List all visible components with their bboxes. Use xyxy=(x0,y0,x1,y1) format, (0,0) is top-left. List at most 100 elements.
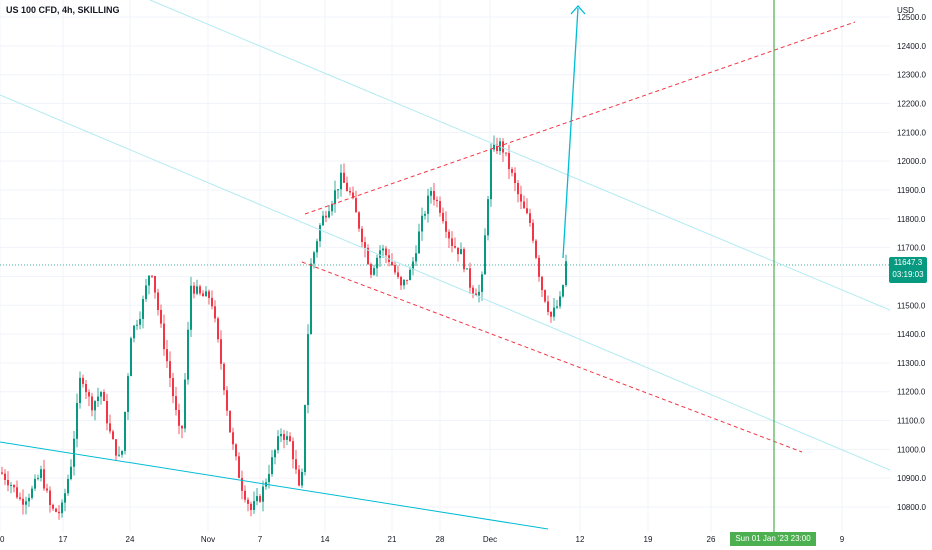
candle-down xyxy=(448,231,450,239)
candle-up xyxy=(382,248,384,251)
candle-up xyxy=(67,479,69,494)
candle-up xyxy=(277,436,279,451)
candle-down xyxy=(259,496,261,502)
candlestick-series xyxy=(1,135,567,520)
candle-down xyxy=(232,432,234,445)
price-tick-label: 12100.0 xyxy=(897,128,926,137)
candle-down xyxy=(439,201,441,213)
candle-up xyxy=(256,496,258,502)
candle-down xyxy=(46,488,48,491)
candle-up xyxy=(373,268,375,275)
candle-down xyxy=(544,290,546,302)
time-tick-label: 21 xyxy=(388,535,397,544)
candle-down xyxy=(214,306,216,319)
candle-down xyxy=(349,191,351,193)
candle-up xyxy=(37,477,39,479)
candle-down xyxy=(445,221,447,232)
time-axis-ticks: 10 17 24 Nov 7 14 21 28 Dec 12 19 26 9 xyxy=(0,535,845,544)
candle-down xyxy=(454,246,456,248)
candle-down xyxy=(436,199,438,202)
time-tick-label: 12 xyxy=(576,535,585,544)
time-tick-label: 17 xyxy=(59,535,68,544)
candle-up xyxy=(61,502,63,514)
candle-down xyxy=(211,297,213,307)
candle-up xyxy=(409,269,411,281)
candle-up xyxy=(262,486,264,502)
candle-down xyxy=(397,272,399,277)
candle-down xyxy=(49,490,51,505)
candle-down xyxy=(469,268,471,288)
symbol-title[interactable]: US 100 CFD, 4h, SKILLING xyxy=(6,5,120,15)
time-tick-label: Dec xyxy=(483,535,497,544)
candle-up xyxy=(481,274,483,292)
candle-up xyxy=(556,306,558,308)
candle-down xyxy=(58,511,60,514)
candle-down xyxy=(451,238,453,247)
time-tick-label: 10 xyxy=(0,535,5,544)
price-tick-label: 12200.0 xyxy=(897,100,926,109)
candle-down xyxy=(508,153,510,170)
candle-down xyxy=(112,431,114,440)
candle-down xyxy=(172,378,174,397)
candle-down xyxy=(505,152,507,154)
price-tick-label: 12500.0 xyxy=(897,13,926,22)
candle-down xyxy=(361,228,363,243)
candle-down xyxy=(298,469,300,486)
candle-down xyxy=(400,276,402,286)
candle-down xyxy=(442,212,444,222)
candle-down xyxy=(370,264,372,275)
candle-down xyxy=(538,257,540,277)
candle-up xyxy=(190,285,192,330)
candle-up xyxy=(340,172,342,190)
candle-down xyxy=(529,213,531,223)
candle-down xyxy=(358,212,360,229)
candle-up xyxy=(280,433,282,437)
candle-up xyxy=(466,268,468,270)
candle-down xyxy=(523,201,525,209)
candle-down xyxy=(52,504,54,509)
time-tick-label: 7 xyxy=(258,535,263,544)
candle-up xyxy=(127,376,129,413)
candle-up xyxy=(118,454,120,456)
candle-up xyxy=(493,144,495,150)
price-tick-label: 12400.0 xyxy=(897,42,926,51)
candle-down xyxy=(1,472,3,474)
candle-down xyxy=(181,425,183,429)
descending-trendline-middle xyxy=(0,94,891,471)
candle-down xyxy=(289,436,291,442)
candle-down xyxy=(541,276,543,291)
descending-trendline-upper xyxy=(149,0,891,311)
candle-down xyxy=(472,287,474,294)
price-tick-label: 11500.0 xyxy=(897,301,926,310)
candle-up xyxy=(184,379,186,429)
candle-up xyxy=(316,241,318,253)
candle-down xyxy=(367,247,369,265)
candle-up xyxy=(25,501,27,505)
candle-down xyxy=(532,222,534,241)
candle-up xyxy=(97,396,99,402)
candle-up xyxy=(430,190,432,196)
candle-down xyxy=(550,311,552,317)
candle-down xyxy=(547,301,549,312)
candle-up xyxy=(565,261,567,286)
candle-up xyxy=(553,307,555,317)
candle-down xyxy=(208,291,210,298)
candle-down xyxy=(4,473,6,480)
candle-down xyxy=(517,183,519,195)
candle-down xyxy=(244,490,246,500)
time-tick-label: 24 xyxy=(126,535,135,544)
candle-down xyxy=(283,433,285,440)
candle-down xyxy=(22,498,24,505)
price-tick-label: 11100.0 xyxy=(897,417,925,426)
candle-up xyxy=(94,401,96,411)
chart-grid xyxy=(0,0,890,532)
price-tick-label: 11900.0 xyxy=(897,186,926,195)
candle-up xyxy=(427,195,429,214)
candle-up xyxy=(142,299,144,319)
candle-down xyxy=(352,192,354,199)
candle-up xyxy=(148,275,150,286)
price-tick-label: 11000.0 xyxy=(897,445,926,454)
candle-up xyxy=(274,450,276,458)
candle-down xyxy=(193,285,195,294)
